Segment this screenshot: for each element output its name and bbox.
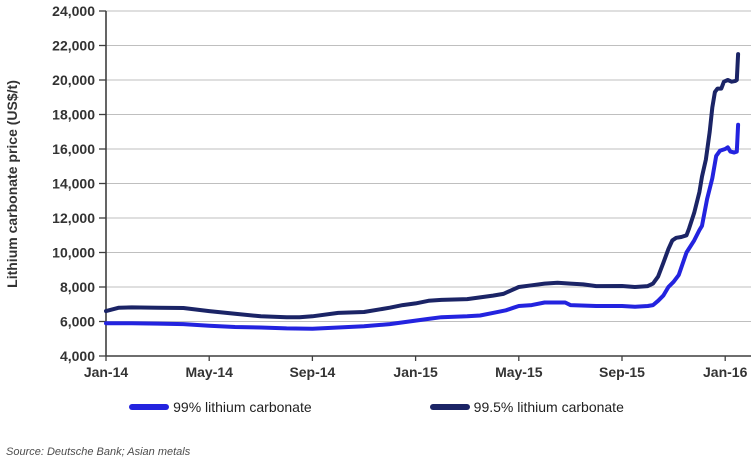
y-tick-label: 14,000: [52, 176, 95, 192]
legend-label-99_5-lithium: 99.5% lithium carbonate: [473, 399, 624, 415]
y-tick-label: 8,000: [60, 279, 95, 295]
y-tick-label: 12,000: [52, 210, 95, 226]
y-tick-label: 10,000: [52, 245, 95, 261]
series-line-99-lithium: [104, 122, 741, 331]
y-tick-label: 24,000: [52, 3, 95, 19]
y-tick-label: 6,000: [60, 314, 95, 330]
chart-legend: 99% lithium carbonate 99.5% lithium carb…: [0, 399, 753, 415]
y-tick-label: 18,000: [52, 107, 95, 123]
x-tick-label: Sep-15: [599, 364, 645, 380]
legend-item-99_5-lithium: 99.5% lithium carbonate: [429, 399, 624, 415]
chart-plot-area: 4,000 6,000 8,000 10,000 12,000 14,000 16,000 1…: [4, 3, 751, 380]
series-line-99_5-lithium: [104, 52, 741, 320]
y-tick-label: 22,000: [52, 38, 95, 54]
source-note: Source: Deutsche Bank; Asian metals: [6, 446, 191, 458]
y-tick-label: 4,000: [60, 348, 95, 364]
y-tick-label: 16,000: [52, 141, 95, 157]
legend-marker-99-lithium: [129, 404, 170, 410]
legend-item-99-lithium: 99% lithium carbonate: [129, 399, 312, 415]
x-tick-label: Jan-14: [84, 364, 129, 380]
legend-label-99-lithium: 99% lithium carbonate: [173, 399, 312, 415]
x-tick-label: May-15: [495, 364, 543, 380]
x-tick-label: Jan-15: [393, 364, 438, 380]
y-axis-title: Lithium carbonate price (US$/t): [4, 80, 20, 288]
legend-marker-99_5-lithium: [429, 404, 470, 410]
x-tick-label: Jan-16: [703, 364, 748, 380]
x-tick-label: Sep-14: [289, 364, 335, 380]
x-tick-label: May-14: [185, 364, 233, 380]
y-tick-label: 20,000: [52, 72, 95, 88]
